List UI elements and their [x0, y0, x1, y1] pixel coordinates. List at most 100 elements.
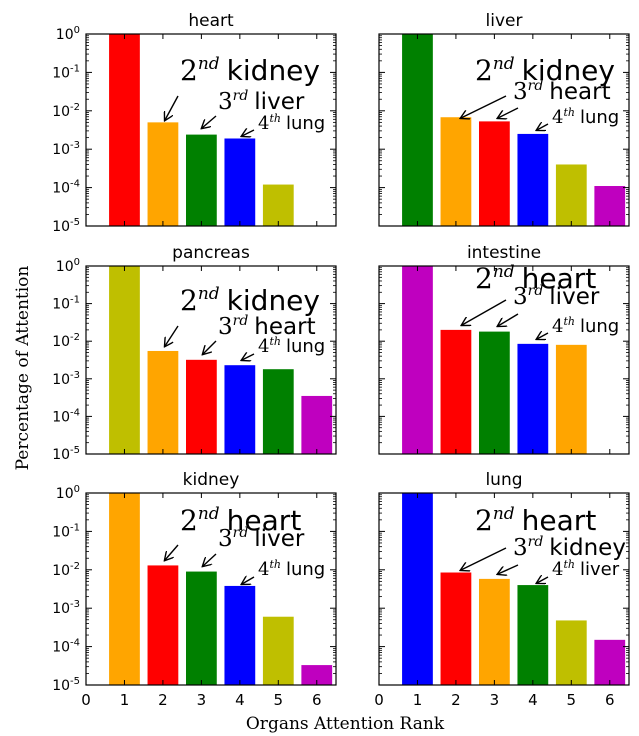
subplot-title: intestine	[467, 243, 541, 263]
bar-rank-4-lung	[224, 365, 256, 454]
bar-rank-3-liver	[186, 571, 217, 685]
x-tick-label: 1	[120, 691, 130, 709]
bar-rank-1-intestine	[402, 266, 433, 454]
x-tick-label: 1	[413, 691, 423, 709]
subplot-title: pancreas	[172, 243, 250, 263]
axes-frame	[85, 265, 337, 455]
subplot-title: kidney	[183, 470, 240, 490]
annotation-arrow	[165, 325, 179, 346]
x-tick-label: 6	[605, 691, 615, 709]
bar-rank-6-intestine	[594, 186, 626, 226]
rank-annotation: 3rd liver	[218, 525, 305, 552]
bar-rank-6-intestine	[594, 639, 626, 685]
annotation-arrow	[498, 564, 519, 574]
y-tick-label: 10-3	[52, 140, 80, 158]
bar-rank-2-kidney	[147, 350, 179, 454]
bar-rank-2-heart	[147, 565, 179, 685]
annotation-arrow	[202, 115, 217, 128]
rank-annotation: 2nd heart	[180, 504, 301, 537]
annotation-arrow	[462, 299, 507, 325]
axes-frame	[378, 33, 630, 227]
rank-annotation: 4th liver	[552, 558, 620, 580]
rank-annotation: 2nd heart	[475, 262, 596, 295]
rank-annotation: 2nd kidney	[180, 284, 320, 317]
x-tick-label: 3	[197, 691, 207, 709]
rank-annotation: 4th lung	[258, 558, 325, 580]
rank-annotation: 2nd heart	[475, 504, 596, 537]
rank-annotation: 3rd heart	[218, 313, 316, 340]
bar-rank-2-heart	[440, 329, 472, 454]
rank-annotation: 2nd kidney	[475, 54, 615, 87]
bar-rank-5-liver	[262, 369, 294, 454]
annotation-arrow	[537, 577, 549, 583]
figure-x-axis-label: Organs Attention Rank	[246, 714, 445, 734]
y-tick-label: 10-1	[52, 63, 80, 81]
annotation-arrow	[203, 340, 217, 354]
annotation-arrow	[461, 547, 507, 570]
y-tick-label: 10-5	[52, 217, 80, 235]
x-tick-label: 4	[235, 691, 245, 709]
bar-rank-1-pancreas	[109, 266, 140, 454]
bar-rank-6-intestine	[301, 395, 333, 454]
y-tick-label: 10-4	[52, 638, 80, 656]
bar-rank-1-lung	[402, 493, 433, 685]
rank-annotation: 3rd kidney	[513, 534, 626, 561]
annotation-arrow	[165, 95, 179, 120]
subplot-kidney: kidney 10-5 10-4 10-3 10-2 10-1 100 0 1 2 3 4 5 6 2nd h…	[52, 470, 337, 709]
subplot-heart: heart 10-5 10-4 10-3 10-2 10-1 100 2nd kidney3rd…	[52, 11, 337, 235]
bar-rank-5-pancreas	[555, 164, 587, 226]
bar-rank-6-intestine	[301, 665, 333, 685]
subplot-pancreas: pancreas 10-5 10-4 10-3 10-2 10-1 100 2nd kidney…	[52, 243, 337, 463]
y-tick-label: 10-4	[52, 179, 80, 197]
y-tick-label: 10-2	[52, 332, 80, 350]
bar-rank-5-pancreas	[555, 620, 587, 685]
bar-rank-2-kidney	[147, 122, 179, 226]
bar-rank-5-pancreas	[262, 616, 294, 685]
annotation-arrow	[498, 313, 519, 326]
bar-rank-1-kidney	[109, 493, 140, 685]
bar-rank-3-kidney	[479, 578, 510, 685]
bar-rank-4-lung	[517, 343, 549, 454]
bar-rank-4-lung	[517, 133, 549, 226]
bar-rank-3-heart	[479, 121, 510, 226]
annotation-arrow	[537, 124, 549, 130]
bar-rank-3-heart	[186, 359, 217, 454]
y-tick-label: 10-2	[52, 102, 80, 120]
axes-frame	[378, 265, 630, 455]
y-tick-label: 10-3	[52, 370, 80, 388]
y-tick-label: 100	[56, 484, 80, 502]
bar-rank-5-kidney	[555, 344, 587, 454]
x-tick-label: 2	[451, 691, 461, 709]
subplot-title: lung	[485, 470, 522, 490]
x-tick-label: 5	[567, 691, 577, 709]
bar-rank-5-pancreas	[262, 184, 294, 226]
bar-rank-3-liver	[186, 134, 217, 226]
rank-annotation: 3rd liver	[513, 283, 600, 310]
figure-y-axis-label: Percentage of Attention	[13, 266, 33, 471]
bar-rank-1-liver	[402, 34, 433, 226]
bar-rank-4-lung	[224, 138, 256, 226]
annotation-arrow	[461, 95, 507, 118]
annotation-arrow	[498, 107, 519, 118]
axes-frame	[85, 33, 337, 227]
x-tick-label: 4	[528, 691, 538, 709]
y-tick-label: 10-4	[52, 407, 80, 425]
annotation-arrow	[537, 333, 549, 339]
bar-rank-2-heart	[440, 572, 472, 685]
rank-annotation: 4th lung	[552, 315, 619, 337]
annotation-arrow	[242, 354, 255, 360]
y-tick-label: 100	[56, 25, 80, 43]
x-tick-label: 6	[312, 691, 322, 709]
axes-frame	[85, 492, 337, 686]
annotation-arrow	[203, 553, 217, 566]
rank-annotation: 4th lung	[258, 335, 325, 357]
y-tick-label: 10-3	[52, 599, 80, 617]
bar-rank-3-liver	[479, 331, 510, 454]
y-tick-label: 10-2	[52, 561, 80, 579]
y-tick-label: 10-5	[52, 445, 80, 463]
subplot-title: liver	[486, 11, 523, 31]
